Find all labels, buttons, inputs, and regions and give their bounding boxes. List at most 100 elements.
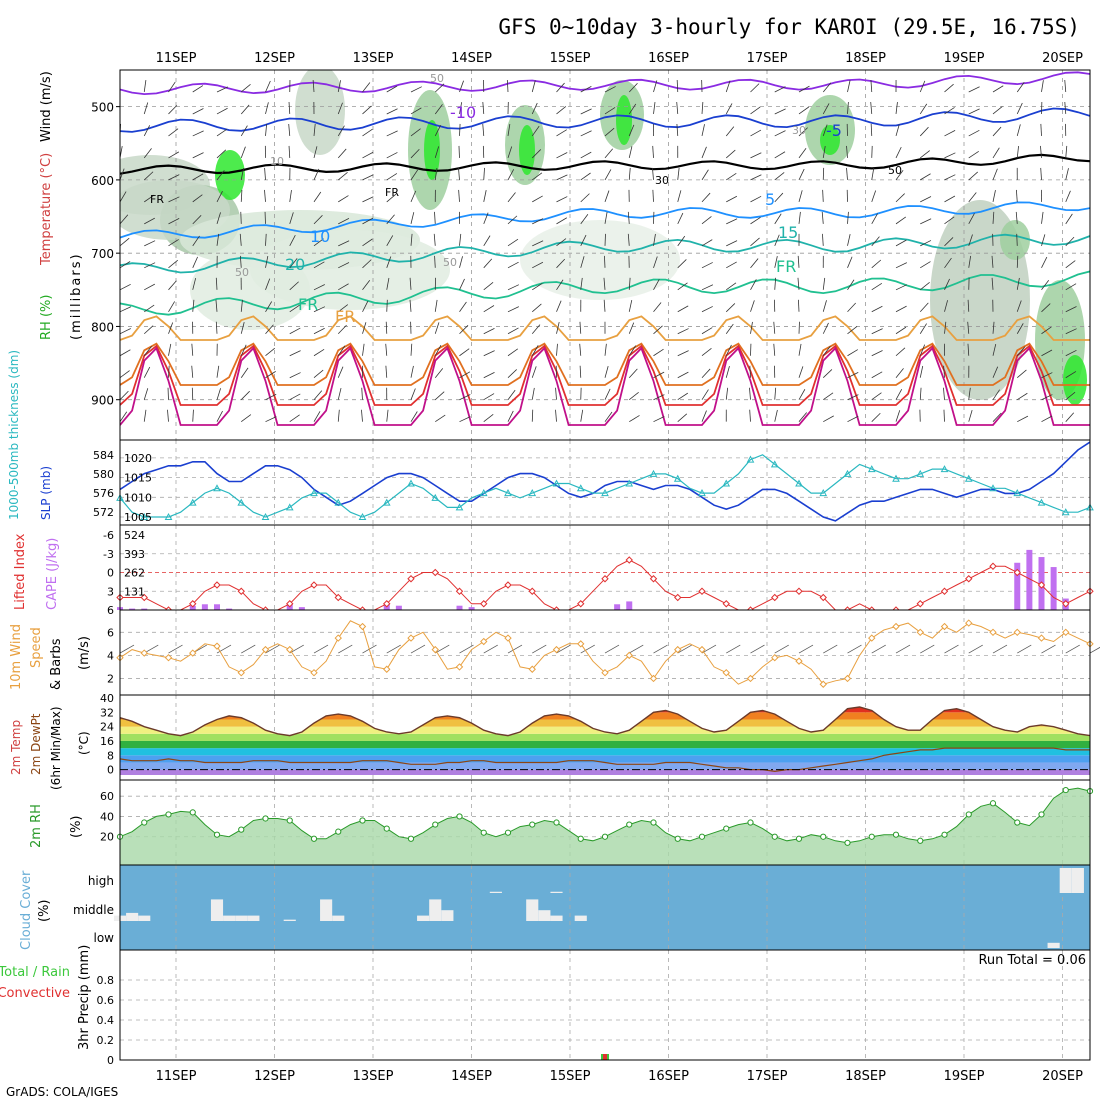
- contour-label: 30: [655, 174, 669, 187]
- upper-content: -10 -5 5 10 15 20 FR FR FR FR FR 30 50 50 10 30 50 50: [120, 70, 1090, 440]
- wind-barb: [313, 348, 325, 357]
- precip-label-3: 3hr Precip (mm): [77, 945, 92, 1050]
- wind-speed-line-marker: [286, 645, 294, 654]
- wind-barb: [239, 255, 242, 268]
- wind-barb: [507, 389, 516, 400]
- thickness-line-marker: [795, 479, 803, 487]
- temp-contour: [120, 71, 1090, 96]
- wind-barb: [604, 366, 609, 378]
- rh-shade: [1063, 355, 1087, 405]
- wind-barb: [216, 149, 227, 159]
- wind-barb: [410, 212, 415, 224]
- wind-barb: [750, 321, 753, 334]
- contour-label: -10: [450, 103, 476, 122]
- surface-wind-barb: [386, 644, 401, 654]
- wind-barb: [288, 101, 291, 114]
- lifted-index-line-marker: [528, 587, 536, 595]
- thickness-line-marker: [237, 498, 246, 506]
- temp-band: [120, 748, 1090, 756]
- wind-barb: [143, 346, 152, 356]
- wind-barb: [726, 218, 738, 225]
- ytick: -3: [103, 548, 114, 561]
- wind-barb: [506, 79, 509, 93]
- wind-barb: [919, 80, 926, 93]
- wind-barb: [725, 344, 732, 356]
- wind-barb: [604, 343, 607, 356]
- thickness-line-marker: [843, 469, 852, 477]
- top-date-label: 14SEP: [451, 51, 492, 66]
- wind-barb: [143, 80, 147, 93]
- wind-barb: [749, 365, 751, 378]
- wind-barb: [386, 173, 398, 181]
- ytick: 0: [107, 764, 114, 777]
- wind-barb: [1065, 236, 1075, 247]
- wind-barb: [944, 300, 948, 312]
- contour-label: 20: [285, 255, 305, 274]
- top-date-label: 13SEP: [353, 51, 394, 66]
- wind-barb: [531, 387, 535, 400]
- wind-barb: [1017, 415, 1029, 423]
- wind-barb: [289, 212, 294, 224]
- wind-barb: [919, 323, 927, 334]
- wind-barb: [192, 85, 204, 93]
- wind-barb: [992, 321, 995, 334]
- wind-barb: [579, 343, 582, 356]
- wind-barb: [895, 388, 903, 400]
- wind-barb: [362, 322, 367, 334]
- wind-barb: [604, 127, 615, 137]
- wind-barb: [168, 280, 177, 291]
- wind-barb: [192, 256, 198, 268]
- wind-barb: [798, 127, 808, 137]
- wind-barb: [531, 125, 540, 137]
- upper-label-temp: Temperature (°C): [39, 153, 54, 266]
- surface-wind-barb: [1089, 646, 1100, 654]
- wind-speed-line-marker: [625, 651, 633, 660]
- wind-speed-line-marker: [140, 649, 148, 657]
- surface-wind-barb: [1065, 644, 1080, 654]
- lifted-index-line-marker: [455, 587, 464, 595]
- temp-contour: [120, 201, 1090, 239]
- cape-bar: [395, 605, 402, 610]
- lifted-index-line-marker: [940, 587, 949, 595]
- wind-barb: [507, 348, 519, 357]
- top-date-label: 17SEP: [747, 51, 788, 66]
- cloud-bar: [538, 910, 551, 921]
- wind-barb: [822, 124, 828, 137]
- lifted-index-line-marker: [771, 593, 779, 602]
- wind-barb: [240, 168, 244, 180]
- wind-barb: [120, 328, 131, 335]
- wind-barb: [1089, 157, 1090, 158]
- wind-barb: [143, 171, 154, 181]
- wind-barb: [992, 106, 1003, 115]
- wind-barb: [483, 372, 495, 379]
- ytick: 60: [100, 790, 114, 803]
- wind-barb: [1041, 372, 1053, 379]
- wind-barb: [628, 299, 633, 312]
- surface-wind-barb: [992, 644, 1008, 654]
- surface-wind-barb: [920, 644, 935, 654]
- wind-barb: [846, 167, 848, 180]
- ytick: 24: [100, 721, 114, 734]
- wind-barb: [1089, 179, 1090, 180]
- ytick: 524: [124, 529, 145, 542]
- wind-barb: [822, 345, 831, 356]
- surface-wind-barb: [119, 644, 135, 654]
- wind-barb: [726, 261, 737, 269]
- wind-barb: [289, 258, 298, 269]
- wind-barb: [192, 108, 204, 115]
- wind-barb: [992, 211, 995, 224]
- contour-label: 50: [888, 164, 902, 177]
- wind-barb: [822, 322, 829, 334]
- wind-barb: [580, 213, 589, 225]
- surface-wind-barb: [483, 644, 498, 654]
- wind-barb: [604, 388, 611, 400]
- cape-bar: [614, 604, 621, 610]
- thickness-line-marker: [916, 469, 925, 477]
- rh-line-marker: [723, 825, 730, 832]
- wind-barb: [433, 233, 436, 246]
- thickness-line-marker: [989, 484, 997, 492]
- wind-barb: [580, 151, 592, 159]
- wind-barb: [120, 306, 132, 313]
- ytick: 1020: [124, 452, 152, 465]
